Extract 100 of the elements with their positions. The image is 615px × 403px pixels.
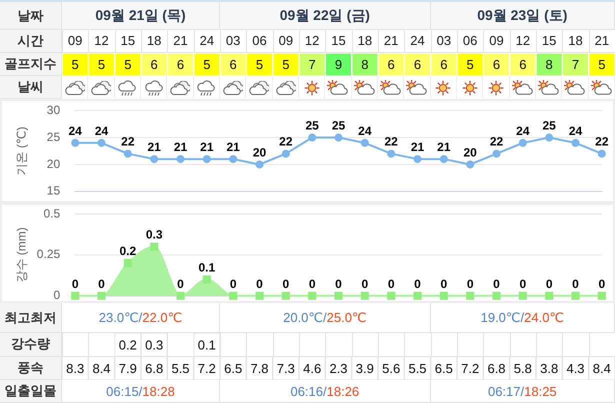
data-label: 6.8 [487, 360, 506, 376]
data-label: 25 [305, 118, 320, 133]
x-tick-label: 06 [462, 32, 478, 48]
data-label: 6 [519, 57, 526, 72]
data-label: 20 [252, 145, 266, 160]
data-label: 7.8 [250, 360, 269, 376]
data-label: 6 [230, 57, 237, 72]
data-label: 5 [466, 57, 474, 72]
data-label: 21 [226, 140, 240, 154]
data-label: 0 [546, 276, 553, 291]
x-axis-title: 시간 [0, 30, 62, 53]
data-label: 3.8 [540, 360, 558, 376]
data-label: 22 [384, 134, 398, 149]
text: 20.0℃/25.0℃ [283, 310, 367, 324]
y-tick-label: 강수량 [0, 333, 62, 356]
data-label: 3.9 [356, 360, 374, 376]
data-label: 21 [437, 140, 451, 154]
data-label: 7.2 [198, 360, 216, 376]
data-label: 24 [568, 124, 582, 138]
data-label: 7 [308, 57, 316, 72]
data-label: 0 [414, 276, 422, 291]
data-label: 24 [68, 124, 82, 138]
data-label: 8.3 [66, 360, 84, 376]
data-label: 6 [388, 57, 395, 72]
data-label: 0 [72, 276, 79, 291]
text: 19.0℃/24.0℃ [480, 310, 564, 324]
text: 06:17/18:25 [488, 384, 557, 398]
data-label: 6 [414, 57, 422, 72]
text: 09월 21일 (목) [95, 6, 186, 24]
data-label: 6 [492, 57, 500, 72]
data-label: 0 [308, 276, 316, 291]
data-label: 0.2 [119, 244, 136, 258]
data-label: 21 [174, 140, 188, 154]
text: 날짜 [0, 2, 62, 30]
y-tick-label: 0 [53, 288, 60, 302]
x-tick-label: 06 [252, 32, 267, 48]
data-label: 0 [493, 276, 500, 291]
data-label: 0.3 [145, 337, 164, 352]
data-label: 24 [358, 124, 372, 138]
data-label: 5 [124, 57, 132, 72]
x-tick-label: 21 [594, 32, 610, 48]
x-tick-label: 18 [358, 32, 372, 48]
text: 06:15/18:28 [106, 384, 175, 398]
text: 09월 23일 (토) [477, 6, 568, 24]
text: 23.0℃/22.0℃ [98, 310, 182, 324]
text: 09월 22일 (금) [280, 6, 370, 24]
data-label: 6.5 [434, 360, 453, 376]
x-tick-label: 12 [516, 32, 530, 48]
data-label: 0 [440, 276, 448, 291]
x-tick-label: 12 [94, 32, 109, 48]
data-label: 25 [542, 118, 556, 133]
data-label: 6 [440, 57, 448, 72]
data-label: 7 [572, 57, 580, 72]
data-label: 24 [516, 124, 530, 138]
data-label: 0 [335, 276, 342, 291]
x-tick-label: 15 [542, 32, 556, 48]
data-label: 8 [546, 57, 553, 72]
y-tick-label: 30 [46, 102, 60, 117]
x-tick-label: 18 [568, 32, 583, 48]
data-label: 0.1 [198, 260, 216, 274]
data-label: 21 [200, 140, 214, 154]
data-label: 0 [256, 276, 264, 291]
text: 최고최저 [0, 303, 62, 333]
x-tick-label: 15 [331, 32, 346, 48]
data-label: 0 [466, 276, 474, 291]
data-label: 5.6 [382, 360, 400, 376]
data-label: 6.8 [145, 360, 164, 376]
y-tick-label: 25 [46, 130, 60, 144]
text: 날씨 [0, 76, 62, 99]
x-tick-label: 15 [120, 32, 136, 48]
data-label: 0 [282, 276, 290, 291]
data-label: 4.3 [566, 360, 585, 376]
x-tick-label: 24 [200, 32, 214, 48]
y-tick-label: 0.5 [43, 206, 60, 220]
data-label: 5.5 [171, 360, 190, 376]
data-label: 5 [72, 57, 79, 72]
data-label: 0 [572, 276, 580, 291]
data-label: 0 [519, 276, 526, 291]
data-label: 25 [332, 118, 346, 133]
data-label: 0 [230, 276, 237, 291]
data-label: 6 [150, 57, 158, 72]
x-tick-label: 09 [278, 32, 294, 48]
text: 일출일몰 [0, 380, 62, 403]
y-axis-title: 기온 (℃) [14, 126, 28, 176]
data-label: 0 [98, 276, 106, 291]
data-label: 0 [361, 276, 368, 291]
data-label: 5 [256, 57, 264, 72]
data-label: 7.2 [461, 360, 480, 376]
data-label: 0.3 [146, 228, 163, 242]
y-tick-label: 0.25 [36, 247, 60, 262]
data-label: 7.3 [276, 360, 295, 376]
x-tick-label: 24 [410, 32, 425, 48]
data-label: 22 [595, 134, 609, 149]
data-label: 5 [282, 57, 290, 72]
data-label: 7.9 [118, 360, 137, 376]
data-label: 9 [334, 57, 342, 72]
y-tick-label: 20 [46, 156, 60, 171]
data-label: 5.8 [514, 360, 532, 376]
x-tick-label: 21 [173, 32, 188, 48]
x-tick-label: 09 [489, 32, 504, 48]
